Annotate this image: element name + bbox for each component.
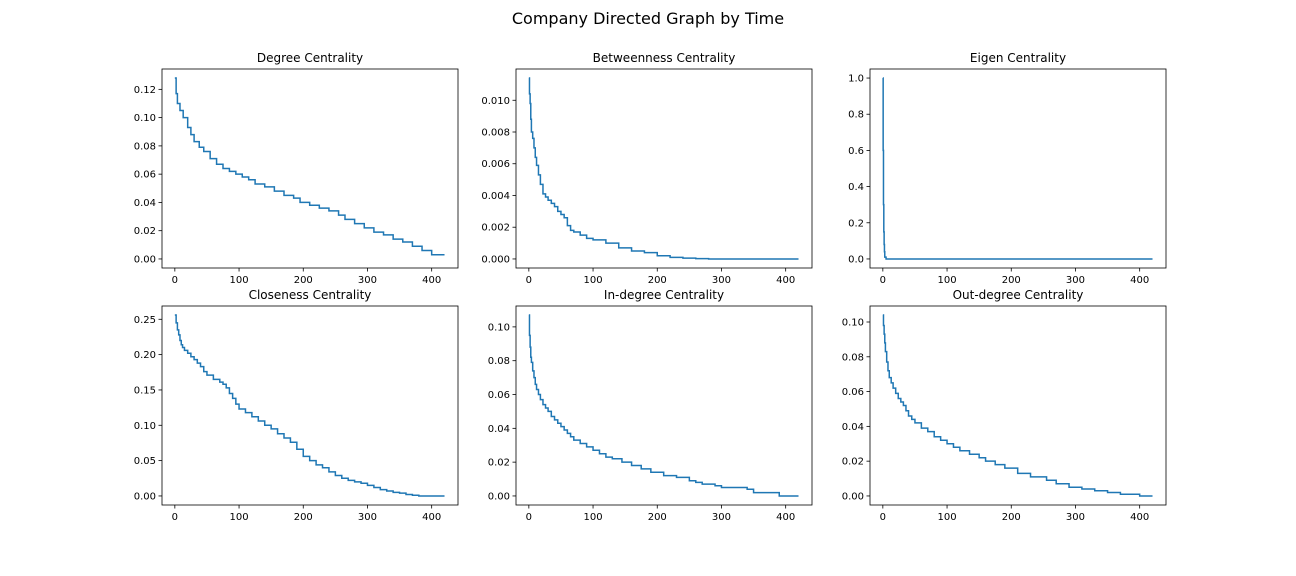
subplot-title: Degree Centrality — [257, 51, 363, 65]
x-tick-label: 200 — [648, 275, 667, 286]
subplot-6: Out-degree Centrality 0 100 200 300 400 0.00 0.… — [842, 288, 1167, 523]
y-tick-label: 0.00 — [134, 491, 156, 502]
x-tick-label: 300 — [712, 512, 731, 523]
x-tick-label: 300 — [1066, 275, 1085, 286]
x-tick-label: 100 — [584, 512, 603, 523]
x-tick-label: 0 — [526, 275, 532, 286]
x-tick-label: 100 — [584, 275, 603, 286]
y-tick-label: 0.06 — [488, 390, 510, 401]
plot-frame — [161, 305, 459, 506]
x-tick-label: 100 — [938, 275, 957, 286]
plot-frame — [515, 305, 813, 506]
series-line-1 — [528, 314, 799, 497]
y-tick-label: 0.010 — [481, 96, 510, 107]
series-line-1 — [174, 77, 445, 256]
plot-frame — [161, 68, 459, 269]
subplot-2: Betweenness Centrality 0 100 200 300 400 0.000… — [481, 51, 813, 286]
x-tick-label: 400 — [422, 275, 441, 286]
x-tick-label: 0 — [172, 512, 178, 523]
x-tick-label: 400 — [1130, 512, 1149, 523]
x-tick-label: 0 — [880, 512, 886, 523]
y-tick-label: 0.10 — [134, 421, 156, 432]
x-tick-label: 0 — [880, 275, 886, 286]
y-tick-label: 0.04 — [842, 422, 864, 433]
y-tick-label: 0.002 — [481, 223, 510, 234]
y-tick-label: 0.10 — [134, 113, 156, 124]
series-line-1 — [882, 314, 1153, 497]
subplot-title: Betweenness Centrality — [593, 51, 736, 65]
x-tick-label: 100 — [230, 275, 249, 286]
y-tick-label: 0.04 — [488, 424, 510, 435]
y-tick-label: 0.008 — [481, 128, 510, 139]
subplot-3: Eigen Centrality 0 100 200 300 400 0.0 0.2 0.4 0.… — [848, 51, 1167, 286]
series-line-1 — [174, 314, 445, 497]
subplot-title: Closeness Centrality — [249, 288, 372, 302]
x-tick-label: 300 — [358, 275, 377, 286]
y-tick-label: 0.06 — [134, 170, 156, 181]
y-tick-label: 0.000 — [481, 254, 510, 265]
x-tick-label: 100 — [230, 512, 249, 523]
plot-frame — [869, 68, 1167, 269]
y-tick-label: 0.0 — [848, 254, 864, 265]
subplot-1: Degree Centrality 0 100 200 300 400 0.00 0.02 0.… — [134, 51, 459, 286]
x-tick-label: 200 — [648, 512, 667, 523]
figure-suptitle: Company Directed Graph by Time — [512, 9, 784, 28]
y-tick-label: 0.02 — [488, 458, 510, 469]
y-tick-label: 0.004 — [481, 191, 510, 202]
x-tick-label: 100 — [938, 512, 957, 523]
y-tick-label: 0.00 — [842, 491, 864, 502]
y-tick-label: 0.05 — [134, 456, 156, 467]
x-tick-label: 200 — [1002, 512, 1021, 523]
subplot-title: In-degree Centrality — [604, 288, 724, 302]
y-tick-label: 0.00 — [488, 491, 510, 502]
y-tick-label: 0.4 — [848, 182, 864, 193]
y-tick-label: 0.2 — [848, 218, 864, 229]
x-tick-label: 400 — [776, 275, 795, 286]
y-tick-label: 0.08 — [134, 141, 156, 152]
x-tick-label: 400 — [776, 512, 795, 523]
y-tick-label: 0.8 — [848, 110, 864, 121]
y-tick-label: 0.20 — [134, 350, 156, 361]
y-tick-label: 0.10 — [488, 322, 510, 333]
y-tick-label: 0.06 — [842, 387, 864, 398]
y-tick-label: 0.12 — [134, 85, 156, 96]
y-tick-label: 0.6 — [848, 146, 864, 157]
x-tick-label: 200 — [294, 275, 313, 286]
subplot-5: In-degree Centrality 0 100 200 300 400 0.00 0.0… — [488, 288, 813, 523]
subplot-title: Eigen Centrality — [970, 51, 1066, 65]
x-tick-label: 0 — [526, 512, 532, 523]
x-tick-label: 400 — [422, 512, 441, 523]
y-tick-label: 0.10 — [842, 318, 864, 329]
y-tick-label: 0.15 — [134, 385, 156, 396]
plot-frame — [869, 305, 1167, 506]
x-tick-label: 400 — [1130, 275, 1149, 286]
x-tick-label: 300 — [1066, 512, 1085, 523]
y-tick-label: 0.08 — [842, 352, 864, 363]
y-tick-label: 0.006 — [481, 159, 510, 170]
y-tick-label: 0.02 — [842, 457, 864, 468]
x-tick-label: 200 — [294, 512, 313, 523]
y-tick-label: 1.0 — [848, 74, 864, 85]
x-tick-label: 0 — [172, 275, 178, 286]
subplot-title: Out-degree Centrality — [953, 288, 1084, 302]
series-line-1 — [528, 77, 799, 260]
y-tick-label: 0.08 — [488, 356, 510, 367]
subplot-4: Closeness Centrality 0 100 200 300 400 0.00 0.0… — [134, 288, 459, 523]
x-tick-label: 200 — [1002, 275, 1021, 286]
y-tick-label: 0.02 — [134, 226, 156, 237]
y-tick-label: 0.25 — [134, 315, 156, 326]
y-tick-label: 0.04 — [134, 198, 156, 209]
series-line-1 — [882, 77, 1153, 260]
x-tick-label: 300 — [358, 512, 377, 523]
y-tick-label: 0.00 — [134, 254, 156, 265]
x-tick-label: 300 — [712, 275, 731, 286]
plot-frame — [515, 68, 813, 269]
